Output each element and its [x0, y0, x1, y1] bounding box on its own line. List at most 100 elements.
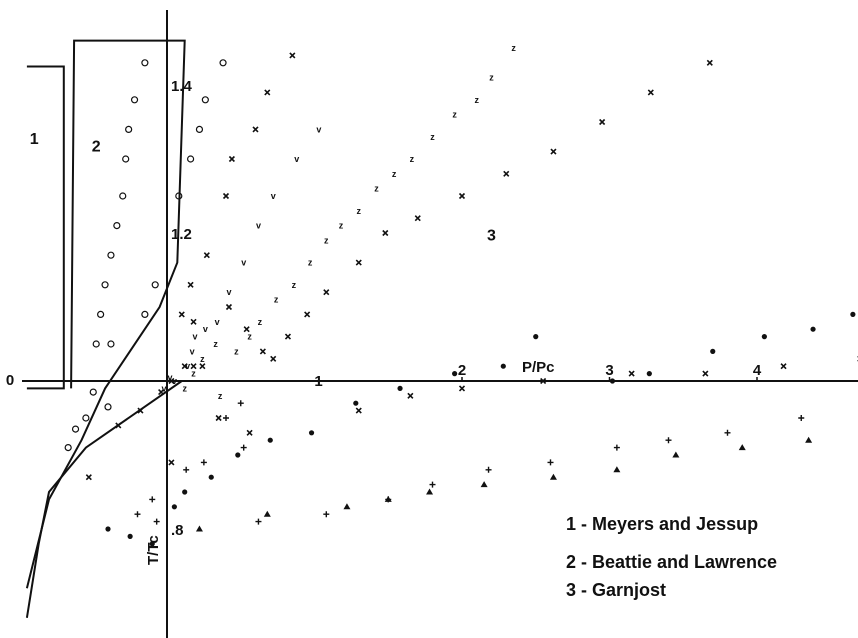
data-point: z — [200, 354, 205, 364]
x-tick-label: 4 — [753, 362, 762, 379]
data-point — [178, 311, 185, 318]
data-point: z — [191, 369, 196, 379]
data-point: z — [218, 391, 223, 401]
data-point — [647, 89, 654, 96]
data-point: v — [271, 191, 276, 201]
data-point — [225, 303, 233, 311]
data-point — [458, 192, 466, 200]
data-point: v — [203, 324, 208, 334]
data-point: z — [274, 295, 279, 305]
data-point — [134, 511, 141, 518]
data-point — [97, 310, 105, 318]
data-point — [201, 96, 209, 104]
data-point — [137, 407, 144, 414]
data-point — [190, 318, 197, 325]
y-tick-label: .8 — [171, 522, 184, 539]
data-point: z — [357, 206, 362, 216]
data-point: v — [162, 383, 167, 393]
data-point — [171, 504, 177, 510]
x-tick-label: 3 — [605, 362, 613, 379]
data-point — [724, 429, 731, 436]
data-point — [107, 340, 115, 348]
data-point: v — [256, 221, 261, 231]
data-point: z — [452, 110, 457, 120]
data-point — [252, 126, 259, 133]
data-point — [540, 377, 547, 385]
data-point — [706, 59, 713, 66]
data-point — [613, 444, 620, 451]
data-point: v — [215, 317, 220, 327]
data-point: z — [324, 235, 329, 245]
data-point — [195, 525, 203, 532]
data-point — [738, 444, 746, 451]
data-point — [355, 407, 362, 414]
data-point — [208, 474, 214, 480]
data-point: z — [392, 169, 397, 179]
data-point — [235, 452, 241, 458]
data-point — [190, 363, 197, 370]
data-point — [547, 459, 554, 466]
data-point — [141, 59, 149, 67]
data-point — [195, 125, 204, 133]
data-point — [168, 377, 175, 385]
data-point — [199, 363, 206, 370]
data-point — [343, 503, 351, 510]
data-point — [798, 415, 805, 421]
data-point — [130, 96, 139, 104]
data-point: v — [316, 124, 321, 134]
data-point — [267, 437, 273, 443]
data-point — [215, 414, 222, 422]
data-point — [458, 385, 466, 392]
data-point — [237, 400, 244, 407]
data-point: v — [185, 361, 190, 371]
data-point: v — [294, 154, 299, 164]
data-point — [64, 444, 72, 452]
legend-entry: 2 - Beattie and Lawrence — [566, 552, 777, 572]
data-point — [104, 403, 112, 411]
y-axis-label: T/Tc — [145, 535, 162, 565]
data-point: z — [182, 383, 187, 393]
data-point — [609, 378, 616, 384]
data-point — [710, 348, 716, 354]
data-point — [122, 155, 130, 163]
data-point: z — [374, 184, 379, 194]
data-point — [168, 459, 175, 466]
x-tick-label: 0 — [6, 372, 14, 389]
data-point — [149, 496, 156, 503]
data-point: z — [489, 73, 494, 83]
data-point — [414, 215, 421, 222]
data-point — [105, 526, 111, 532]
data-point: z — [247, 332, 252, 342]
data-point — [127, 533, 133, 540]
data-point — [500, 363, 506, 369]
data-point — [85, 474, 92, 481]
data-point — [503, 170, 510, 177]
data-point: v — [241, 258, 246, 268]
data-point — [397, 385, 403, 391]
data-point: v — [193, 332, 198, 342]
data-point — [810, 326, 816, 332]
data-point — [92, 340, 100, 348]
data-point — [187, 155, 195, 163]
data-point — [228, 155, 235, 163]
data-point — [149, 541, 155, 547]
region-label-1: 1 — [30, 131, 39, 148]
data-point — [255, 518, 262, 525]
data-point — [533, 334, 539, 340]
data-point — [175, 192, 183, 200]
data-point: z — [258, 317, 263, 327]
data-point — [264, 89, 271, 96]
data-point — [200, 459, 207, 466]
data-point — [113, 222, 121, 230]
data-point — [780, 363, 787, 370]
data-point — [480, 481, 488, 488]
data-point — [850, 311, 856, 317]
data-point — [243, 326, 250, 333]
data-point — [665, 437, 672, 444]
data-point: z — [475, 95, 480, 105]
data-point — [107, 251, 115, 259]
data-point: v — [172, 376, 177, 386]
data-point — [240, 444, 247, 451]
